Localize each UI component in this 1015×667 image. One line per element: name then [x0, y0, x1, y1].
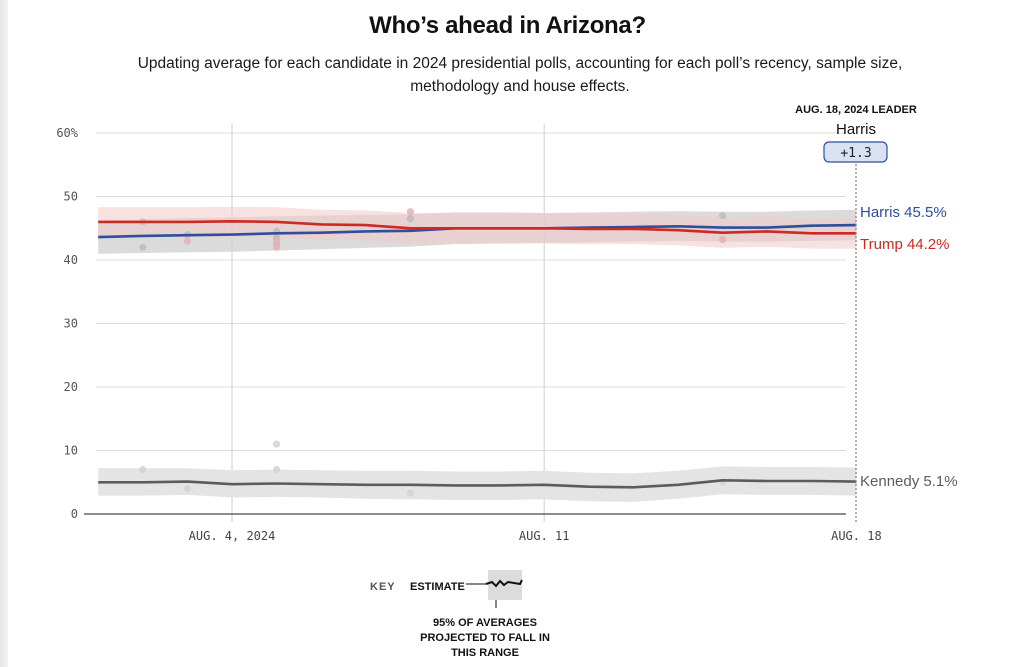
poll-dot-trump	[719, 236, 727, 244]
poll-dot-trump	[273, 243, 281, 251]
poll-dot-kennedy	[139, 465, 147, 474]
poll-dot-trump	[183, 237, 191, 245]
key-label: KEY	[370, 581, 396, 593]
end-labels: Harris 45.5% Trump 44.2% Kennedy 5.1%	[860, 204, 958, 490]
x-tick-label: AUG. 4, 2024	[189, 529, 276, 543]
y-tick-label: 50	[64, 190, 78, 204]
key-estimate-icon	[466, 570, 523, 608]
leader-heading: AUG. 18, 2024 LEADER	[795, 104, 917, 116]
poll-dot-kennedy	[273, 440, 281, 448]
y-tick-label: 40	[64, 253, 78, 267]
confidence-bands	[98, 206, 857, 502]
x-tick-label: AUG. 18	[831, 529, 882, 543]
y-tick-label: 30	[64, 317, 78, 331]
poll-dot-harris	[139, 243, 147, 251]
line-trump	[98, 220, 857, 235]
y-tick-label: 10	[64, 444, 78, 458]
key-estimate-label: ESTIMATE	[410, 581, 465, 593]
poll-dot-kennedy	[406, 489, 414, 497]
poll-dot-harris	[406, 215, 414, 223]
poll-dot-harris	[719, 211, 727, 220]
end-label-harris: Harris 45.5%	[860, 204, 947, 221]
gridlines	[96, 124, 846, 522]
leader-margin-badge	[823, 141, 888, 163]
poll-dots	[139, 208, 727, 497]
chart-title: Who’s ahead in Arizona?	[369, 12, 646, 39]
leader-box: AUG. 18, 2024 LEADER Harris +1.3	[795, 104, 917, 163]
key-range-label: 95% OF AVERAGES PROJECTED TO FALL IN THI…	[420, 617, 550, 659]
line-kennedy	[98, 479, 857, 489]
y-tick-label: 60%	[56, 126, 78, 140]
y-tick-label: 0	[71, 507, 78, 521]
x-tick-label: AUG. 11	[519, 529, 570, 543]
poll-dot-trump	[273, 237, 281, 245]
end-label-kennedy: Kennedy 5.1%	[860, 473, 958, 490]
chart-subtitle: Updating average for each candidate in 2…	[137, 55, 903, 95]
series-lines	[98, 220, 857, 489]
leader-margin: +1.3	[840, 146, 871, 161]
end-label-trump: Trump 44.2%	[860, 236, 949, 253]
y-tick-label: 20	[64, 380, 78, 394]
poll-dot-kennedy	[183, 485, 191, 493]
poll-dot-trump	[406, 208, 414, 216]
leader-name: Harris	[836, 121, 876, 138]
axes: 0 10 20 30 40 50 60% AUG. 4, 2024 AUG. 11 AUG. 18	[56, 126, 881, 543]
page-left-edge	[0, 0, 8, 667]
poll-dot-kennedy	[273, 465, 281, 474]
key-estimate-line	[485, 579, 523, 588]
